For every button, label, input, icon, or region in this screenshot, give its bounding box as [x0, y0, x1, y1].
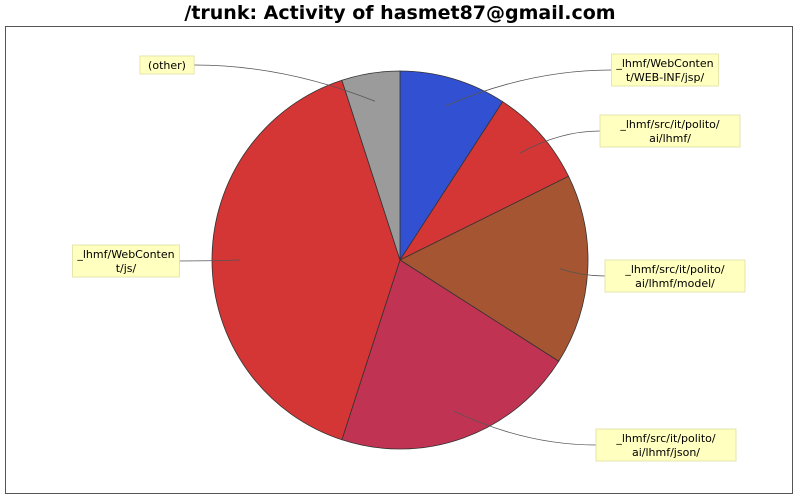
slice-label-box-5 [139, 55, 195, 75]
slice-label-box-1 [599, 114, 741, 148]
slice-label-line: (other) [148, 59, 186, 72]
leader-line-5 [194, 64, 376, 102]
slice-label-line: _lhmf/src/it/polito/ [624, 263, 725, 276]
leader-line-0 [445, 69, 612, 107]
slice-label-1: _lhmf/src/it/polito/ai/lhmf/ [619, 118, 720, 145]
pie-slice-1 [398, 101, 570, 262]
slice-label-line: ai/lhmf/ [649, 132, 691, 145]
slice-label-4: _lhmf/WebConten t/js/ [76, 248, 174, 275]
leader-lines [179, 64, 612, 446]
slice-label-box-3 [595, 428, 737, 462]
slice-label-line: _lhmf/src/it/polito/ [619, 118, 720, 131]
leader-line-3 [453, 410, 597, 446]
slice-label-line: t/js/ [116, 262, 137, 275]
slice-label-line: ai/lhmf/model/ [635, 277, 715, 290]
pie-slice-3 [341, 259, 560, 450]
pie-slice-4 [211, 79, 401, 441]
plot-frame [5, 26, 793, 494]
leader-line-1 [519, 130, 601, 154]
slice-label-line: _lhmf/WebConten [615, 57, 713, 70]
leader-line-4 [179, 259, 241, 262]
pie-slice-2 [399, 175, 589, 362]
slice-labels: _lhmf/WebConten t/WEB-INF/jsp/_lhmf/src/i… [72, 53, 746, 462]
slice-label-line: _lhmf/src/it/polito/ [615, 432, 716, 445]
slice-label-box-0 [611, 53, 719, 87]
slice-label-0: _lhmf/WebConten t/WEB-INF/jsp/ [615, 57, 713, 84]
slice-label-line: ai/lhmf/json/ [632, 446, 700, 459]
slice-label-5: (other) [148, 59, 186, 72]
slice-label-box-4 [72, 244, 180, 278]
pie-slice-5 [341, 70, 401, 261]
slice-label-3: _lhmf/src/it/polito/ai/lhmf/json/ [615, 432, 716, 459]
slice-label-line: t/WEB-INF/jsp/ [626, 71, 705, 84]
pie-slices [211, 70, 589, 450]
slice-label-box-2 [604, 259, 746, 293]
pie-slice-0 [399, 70, 504, 262]
slice-label-line: _lhmf/WebConten [76, 248, 174, 261]
chart-title: /trunk: Activity of hasmet87@gmail.com [184, 2, 616, 24]
slice-label-2: _lhmf/src/it/polito/ai/lhmf/model/ [624, 263, 725, 290]
leader-line-2 [559, 268, 606, 277]
